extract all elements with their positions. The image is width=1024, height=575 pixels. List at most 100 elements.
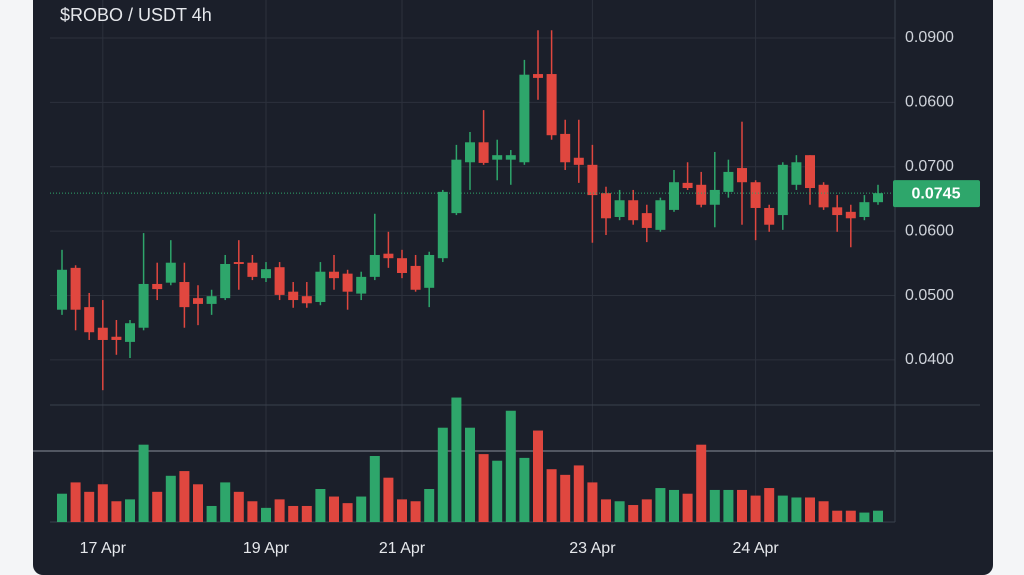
candle-body [601,193,611,219]
candle-body [138,283,149,328]
candle-body [709,189,720,205]
volume-bar [97,484,108,522]
candle-body [193,298,203,304]
volume-bar [342,503,353,522]
candle-body [478,142,489,163]
candle-body [873,193,883,203]
volume-bar [125,499,135,522]
price-label: 0.0745 [912,185,961,202]
volume-bar [247,501,258,522]
candle-body [220,263,231,299]
candle-body [369,254,380,277]
volume-bar [492,460,503,522]
candle-body [247,262,258,277]
candle-body [206,296,217,304]
candle-body [288,291,299,301]
candle-body [791,162,802,185]
candle-body [329,271,339,279]
volume-bar [791,497,802,522]
volume-bar [737,489,747,522]
candle-body [97,327,108,340]
candle-body [111,336,122,340]
volume-bar [505,410,516,522]
y-tick-label: 0.0600 [905,94,954,111]
volume-bar [383,477,394,522]
volume-bar [696,444,707,522]
candle-body [165,262,176,283]
volume-bar [206,505,217,522]
volume-bar [329,496,339,522]
x-tick-label: 17 Apr [80,540,127,557]
volume-bar [805,497,815,522]
candle-body [750,182,761,208]
candle-body [777,164,788,216]
candle-body [628,200,639,221]
volume-bar [424,489,435,522]
volume-bar [356,496,367,522]
volume-bar [709,489,720,522]
volume-bar [845,510,856,522]
volume-bar [397,499,407,522]
volume-bar [193,484,203,522]
volume-bar [641,499,652,522]
volume-bar [546,469,557,522]
volume-bar [859,512,870,522]
chart-title: $ROBO / USDT 4h [60,5,212,25]
volume-bar [682,493,693,522]
volume-bar [451,397,462,522]
volume-bar [519,457,530,522]
volume-bar [818,501,829,522]
volume-bar [832,510,843,522]
volume-bar [465,427,475,522]
volume-bar [301,505,312,522]
x-tick-label: 19 Apr [243,540,290,557]
volume-bar [533,430,543,522]
volume-bar [601,499,611,522]
volume-bar [179,471,190,522]
volume-bar [288,505,299,522]
candle-body [805,155,815,189]
candle-body [274,267,285,295]
y-tick-label: 0.0400 [905,351,954,368]
candle-body [533,74,543,78]
candle-body [492,155,503,160]
volume-bar [655,488,666,522]
volume-bar [84,491,95,522]
candle-body [397,258,407,274]
volume-bar [261,507,271,522]
volume-bar [410,501,421,522]
candle-body [383,253,394,259]
volume-bar [437,427,448,522]
price-label-box [893,180,980,208]
volume-bar [764,488,775,522]
candle-body [519,74,530,163]
candle-body [505,155,516,160]
volume-bar [478,454,489,522]
x-tick-label: 21 Apr [379,540,426,557]
candle-body [682,182,693,189]
volume-bar [111,501,122,522]
candle-body [233,262,244,264]
volume-bar [70,482,81,522]
candle-body [641,213,652,228]
volume-bar [274,499,285,522]
candle-body [451,159,462,214]
candle-body [818,184,829,208]
candle-body [179,282,190,308]
y-tick-label: 0.0700 [905,158,954,175]
y-tick-label: 0.0500 [905,287,954,304]
volume-bar [315,489,326,522]
volume-bar [669,489,679,522]
volume-bar [233,491,244,522]
candle-body [301,296,312,304]
candle-body [356,276,367,294]
candle-body [342,273,353,292]
candle-body [70,267,81,310]
candle-body [424,254,435,288]
x-tick-label: 23 Apr [569,540,616,557]
candle-body [723,171,734,192]
volume-bar [614,501,625,522]
candle-body [315,271,326,302]
y-tick-label: 0.0600 [905,222,954,239]
candle-body [655,200,666,230]
